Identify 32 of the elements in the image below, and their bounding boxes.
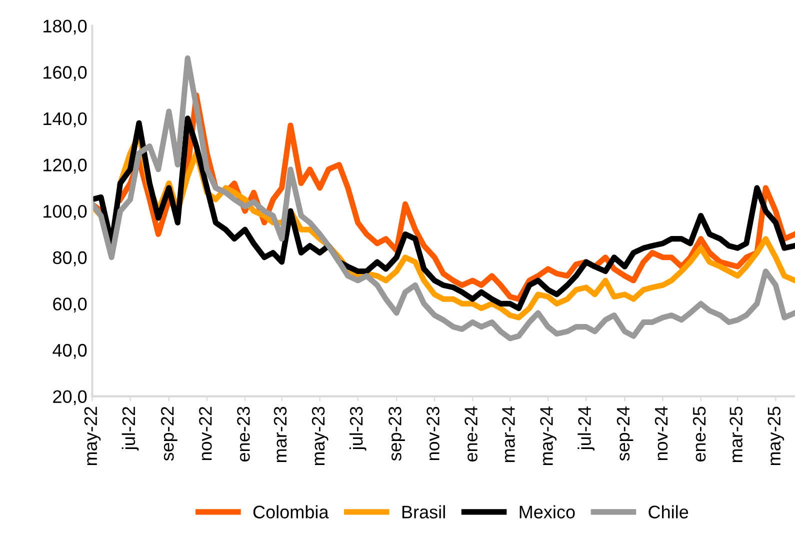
y-tick-label: 60,0: [53, 298, 87, 313]
x-tick-label: nov-22: [199, 406, 212, 460]
x-tick-label: mar-23: [274, 406, 287, 462]
y-tick-label: 80,0: [53, 251, 87, 266]
x-tick-label: may-22: [84, 406, 101, 466]
y-tick-label: 140,0: [44, 112, 87, 128]
x-tick-label: nov-23: [426, 406, 440, 460]
y-tick-label: 180,0: [44, 20, 87, 35]
legend-label: Colombia: [253, 505, 329, 518]
x-tick-label: sep-22: [160, 406, 178, 461]
x-tick-label: may-23: [312, 406, 328, 466]
x-tick-label: nov-24: [654, 406, 668, 460]
x-tick-label: ene-23: [237, 406, 250, 462]
legend-label: Chile: [648, 505, 688, 518]
y-tick-label: 100,0: [44, 204, 87, 220]
y-tick-label: 120,0: [44, 158, 87, 174]
x-tick-label: may-24: [540, 406, 556, 466]
x-tick-label: mar-24: [502, 406, 515, 462]
y-tick-label: 40,0: [52, 344, 87, 359]
x-tick-label: may-25: [768, 406, 784, 466]
x-tick-label: sep-24: [616, 406, 634, 461]
x-tick-label: mar-25: [730, 406, 742, 462]
legend-label: Mexico: [520, 505, 575, 518]
legend-label: Brasil: [402, 505, 445, 518]
x-tick-label: sep-23: [388, 406, 405, 461]
x-tick-label: jul-23: [349, 406, 366, 451]
x-tick-label: jul-24: [578, 406, 595, 451]
y-tick-label: 20,0: [53, 390, 87, 406]
x-tick-label: ene-25: [692, 406, 706, 462]
x-tick-label: jul-22: [122, 406, 139, 451]
x-tick-label: ene-24: [464, 406, 478, 462]
y-tick-label: 160,0: [44, 66, 87, 81]
